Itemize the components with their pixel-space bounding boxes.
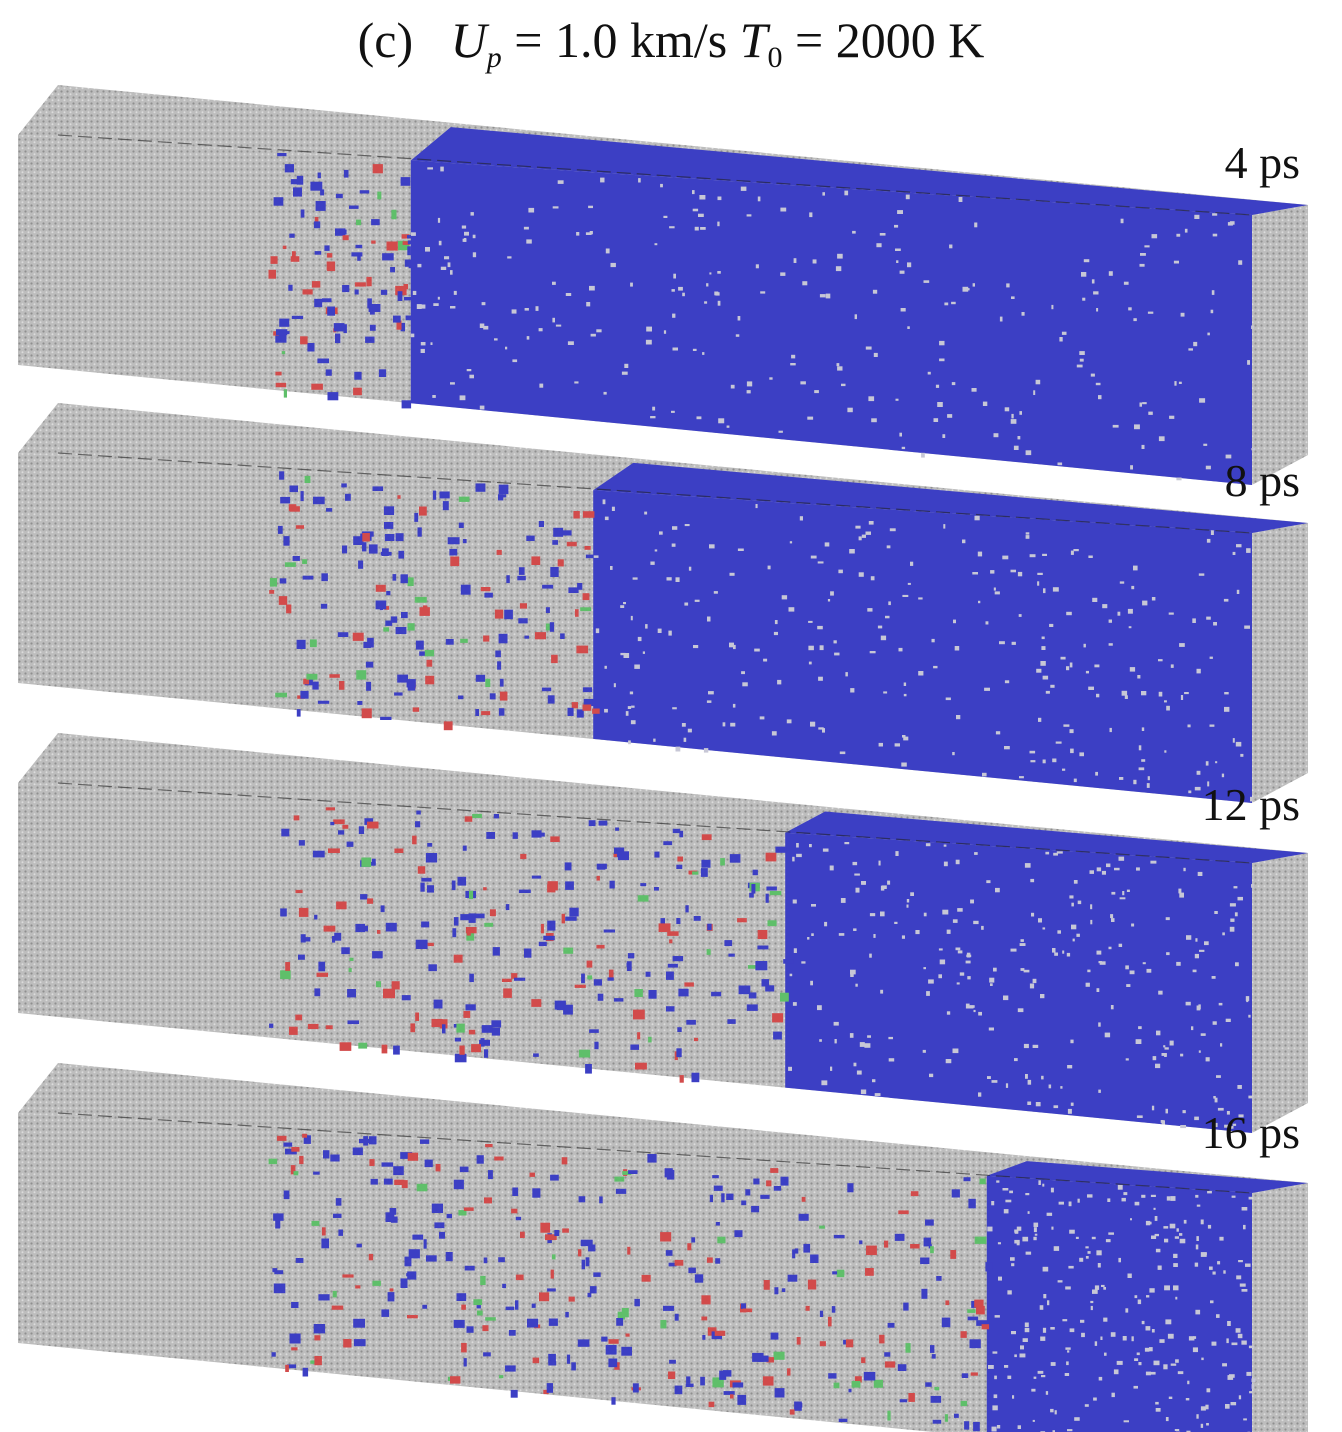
slab-top-face [18, 1063, 1308, 1193]
snapshot-slab-1 [18, 85, 1308, 485]
shocked-region-front [785, 832, 1252, 1133]
slab-side-face [1252, 523, 1308, 803]
snapshot-label-2: 8 ps [1224, 455, 1300, 506]
velocity-value: = 1.0 km/s [501, 12, 740, 68]
slab-front-face [18, 1113, 1252, 1432]
shocked-region-top [410, 127, 1308, 215]
slab-side-face [1252, 1183, 1308, 1432]
temperature-symbol: T [739, 12, 768, 68]
snapshot-label-1: 4 ps [1224, 137, 1300, 188]
slab-side-face [1252, 205, 1308, 485]
temperature-value: = 2000 K [782, 12, 985, 68]
panel-label: (c) [357, 12, 414, 68]
snapshot-label-4: 16 ps [1201, 1107, 1300, 1158]
shocked-region-front [593, 490, 1252, 803]
shocked-region-top [986, 1161, 1308, 1193]
shocked-region-front [986, 1175, 1252, 1432]
velocity-symbol: U [450, 12, 487, 68]
slab-side-face [1252, 853, 1308, 1133]
shocked-region-front [410, 160, 1252, 485]
velocity-subscript: p [486, 41, 502, 74]
snapshot-slab-4 [18, 1063, 1308, 1432]
snapshot-slab-3 [18, 733, 1308, 1133]
shocked-region-top [785, 811, 1308, 863]
shocked-region-top [593, 462, 1308, 533]
temperature-subscript: 0 [767, 41, 783, 74]
figure-title: (c) Up = 1.0 km/s T0 = 2000 K [0, 10, 1342, 74]
snapshot-slab-2 [18, 403, 1308, 803]
snapshot-label-3: 12 ps [1201, 779, 1300, 830]
